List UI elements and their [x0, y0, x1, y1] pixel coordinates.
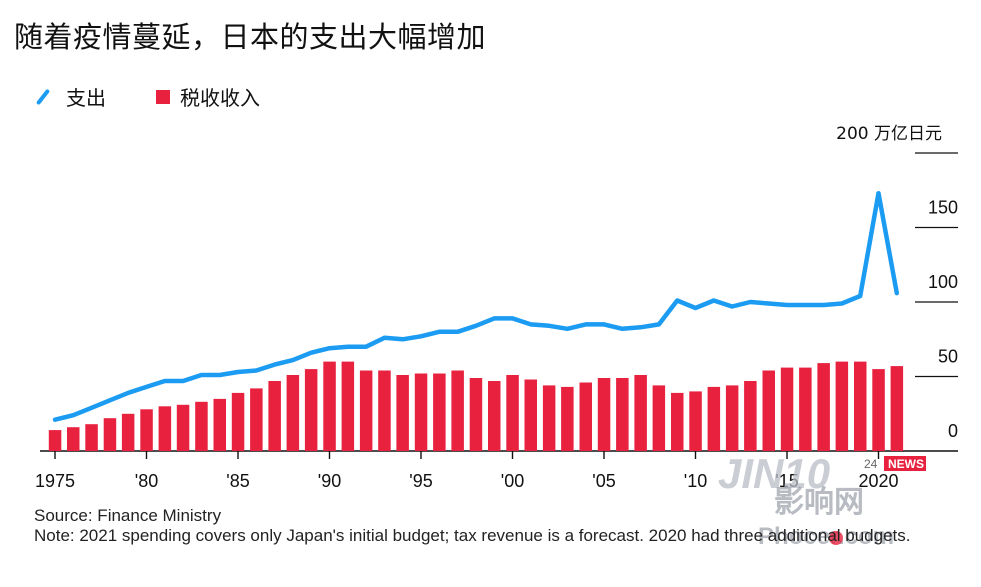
tax-bar: [359, 370, 373, 451]
tax-bar: [561, 386, 574, 451]
chart-title: 随着疫情蔓延，日本的支出大幅增加: [14, 20, 487, 54]
tax-bar: [817, 363, 830, 451]
tax-bar: [469, 378, 483, 451]
tax-bar: [744, 381, 757, 451]
tax-bar: [176, 404, 190, 451]
x-tick-label: '90: [318, 471, 341, 491]
tax-bar: [872, 369, 885, 451]
tax-bar: [634, 375, 647, 451]
tax-bar: [304, 369, 318, 451]
tax-bar: [121, 413, 135, 452]
watermark: JIN10 24 NEWS 影响网 Phocer.com: [718, 450, 948, 554]
tax-bar: [542, 385, 556, 451]
tax-bar: [579, 382, 592, 451]
tax-bar: [652, 385, 666, 451]
watermark-url: Phocer.com: [758, 523, 894, 550]
tax-bar: [890, 366, 904, 451]
legend-item-spending: 支出: [34, 82, 106, 111]
watermark-dot: [829, 531, 843, 545]
x-tick-label: '15: [775, 471, 798, 491]
tax-bar: [140, 409, 153, 451]
x-tick-label: '10: [684, 471, 707, 491]
tax-bar: [67, 427, 80, 451]
x-tick-label: '95: [409, 471, 432, 491]
tax-bar: [488, 381, 501, 451]
x-tick-label: 1975: [35, 471, 75, 491]
y-tick-label: 100: [928, 272, 958, 292]
tax-bar: [597, 378, 611, 451]
legend-label-tax: 税收收入: [180, 86, 260, 110]
tax-bar: [378, 370, 391, 451]
tax-bar: [414, 373, 428, 451]
legend-item-tax: 税收收入: [156, 82, 260, 111]
tax-bar: [762, 370, 775, 451]
tax-bar: [213, 398, 226, 451]
footnote-source: Source: Finance Ministry: [34, 506, 222, 525]
tax-bar: [323, 361, 336, 451]
tax-bar: [835, 361, 849, 451]
tax-bar: [725, 385, 739, 451]
tax-bar: [231, 392, 245, 451]
y-tick-label: 50: [938, 347, 958, 367]
x-tick-label: '00: [501, 471, 524, 491]
tax-bar: [780, 367, 794, 451]
tax-bar: [707, 386, 721, 451]
tax-bar: [268, 381, 281, 451]
watermark-brand: JIN10: [718, 450, 830, 497]
tax-bar: [250, 388, 263, 451]
y-tick-label: 200 万亿日元: [836, 124, 942, 144]
y-tick-label: 150: [928, 198, 958, 218]
x-tick-label: '80: [135, 471, 158, 491]
tax-bar: [689, 391, 702, 451]
tax-bar: [451, 370, 464, 451]
tax-bar: [671, 392, 684, 451]
legend-label-spending: 支出: [66, 86, 106, 110]
tax-bar: [433, 373, 446, 451]
tax-bar: [524, 379, 537, 451]
watermark-num: 24: [864, 457, 878, 471]
tax-bar: [506, 375, 519, 451]
watermark-badge-bg: [884, 456, 926, 471]
footnote-note: Note: 2021 spending covers only Japan's …: [34, 526, 911, 545]
tax-bar: [48, 430, 62, 451]
tax-bar: [341, 361, 355, 451]
y-tick-label: 0: [948, 421, 958, 441]
x-tick-label: '05: [592, 471, 615, 491]
tax-bar: [616, 378, 629, 451]
legend-bar-marker: [156, 89, 170, 104]
watermark-cn: 影响网: [774, 485, 864, 520]
chart-legend: 支出 税收收入: [34, 82, 310, 111]
tax-bar: [396, 375, 409, 451]
tax-bar: [286, 375, 300, 451]
footnote: Source: Finance Ministry Note: 2021 spen…: [34, 506, 934, 546]
tax-bar: [103, 418, 117, 451]
x-tick-label: 2020: [858, 471, 898, 491]
tax-bar: [158, 406, 172, 451]
tax-bar: [195, 401, 208, 451]
x-tick-label: '85: [226, 471, 249, 491]
watermark-badge: NEWS: [888, 457, 924, 471]
tax-bar: [799, 367, 812, 451]
tax-bar: [85, 424, 98, 451]
tax-bar: [854, 361, 867, 451]
spending-line: [52, 190, 900, 422]
